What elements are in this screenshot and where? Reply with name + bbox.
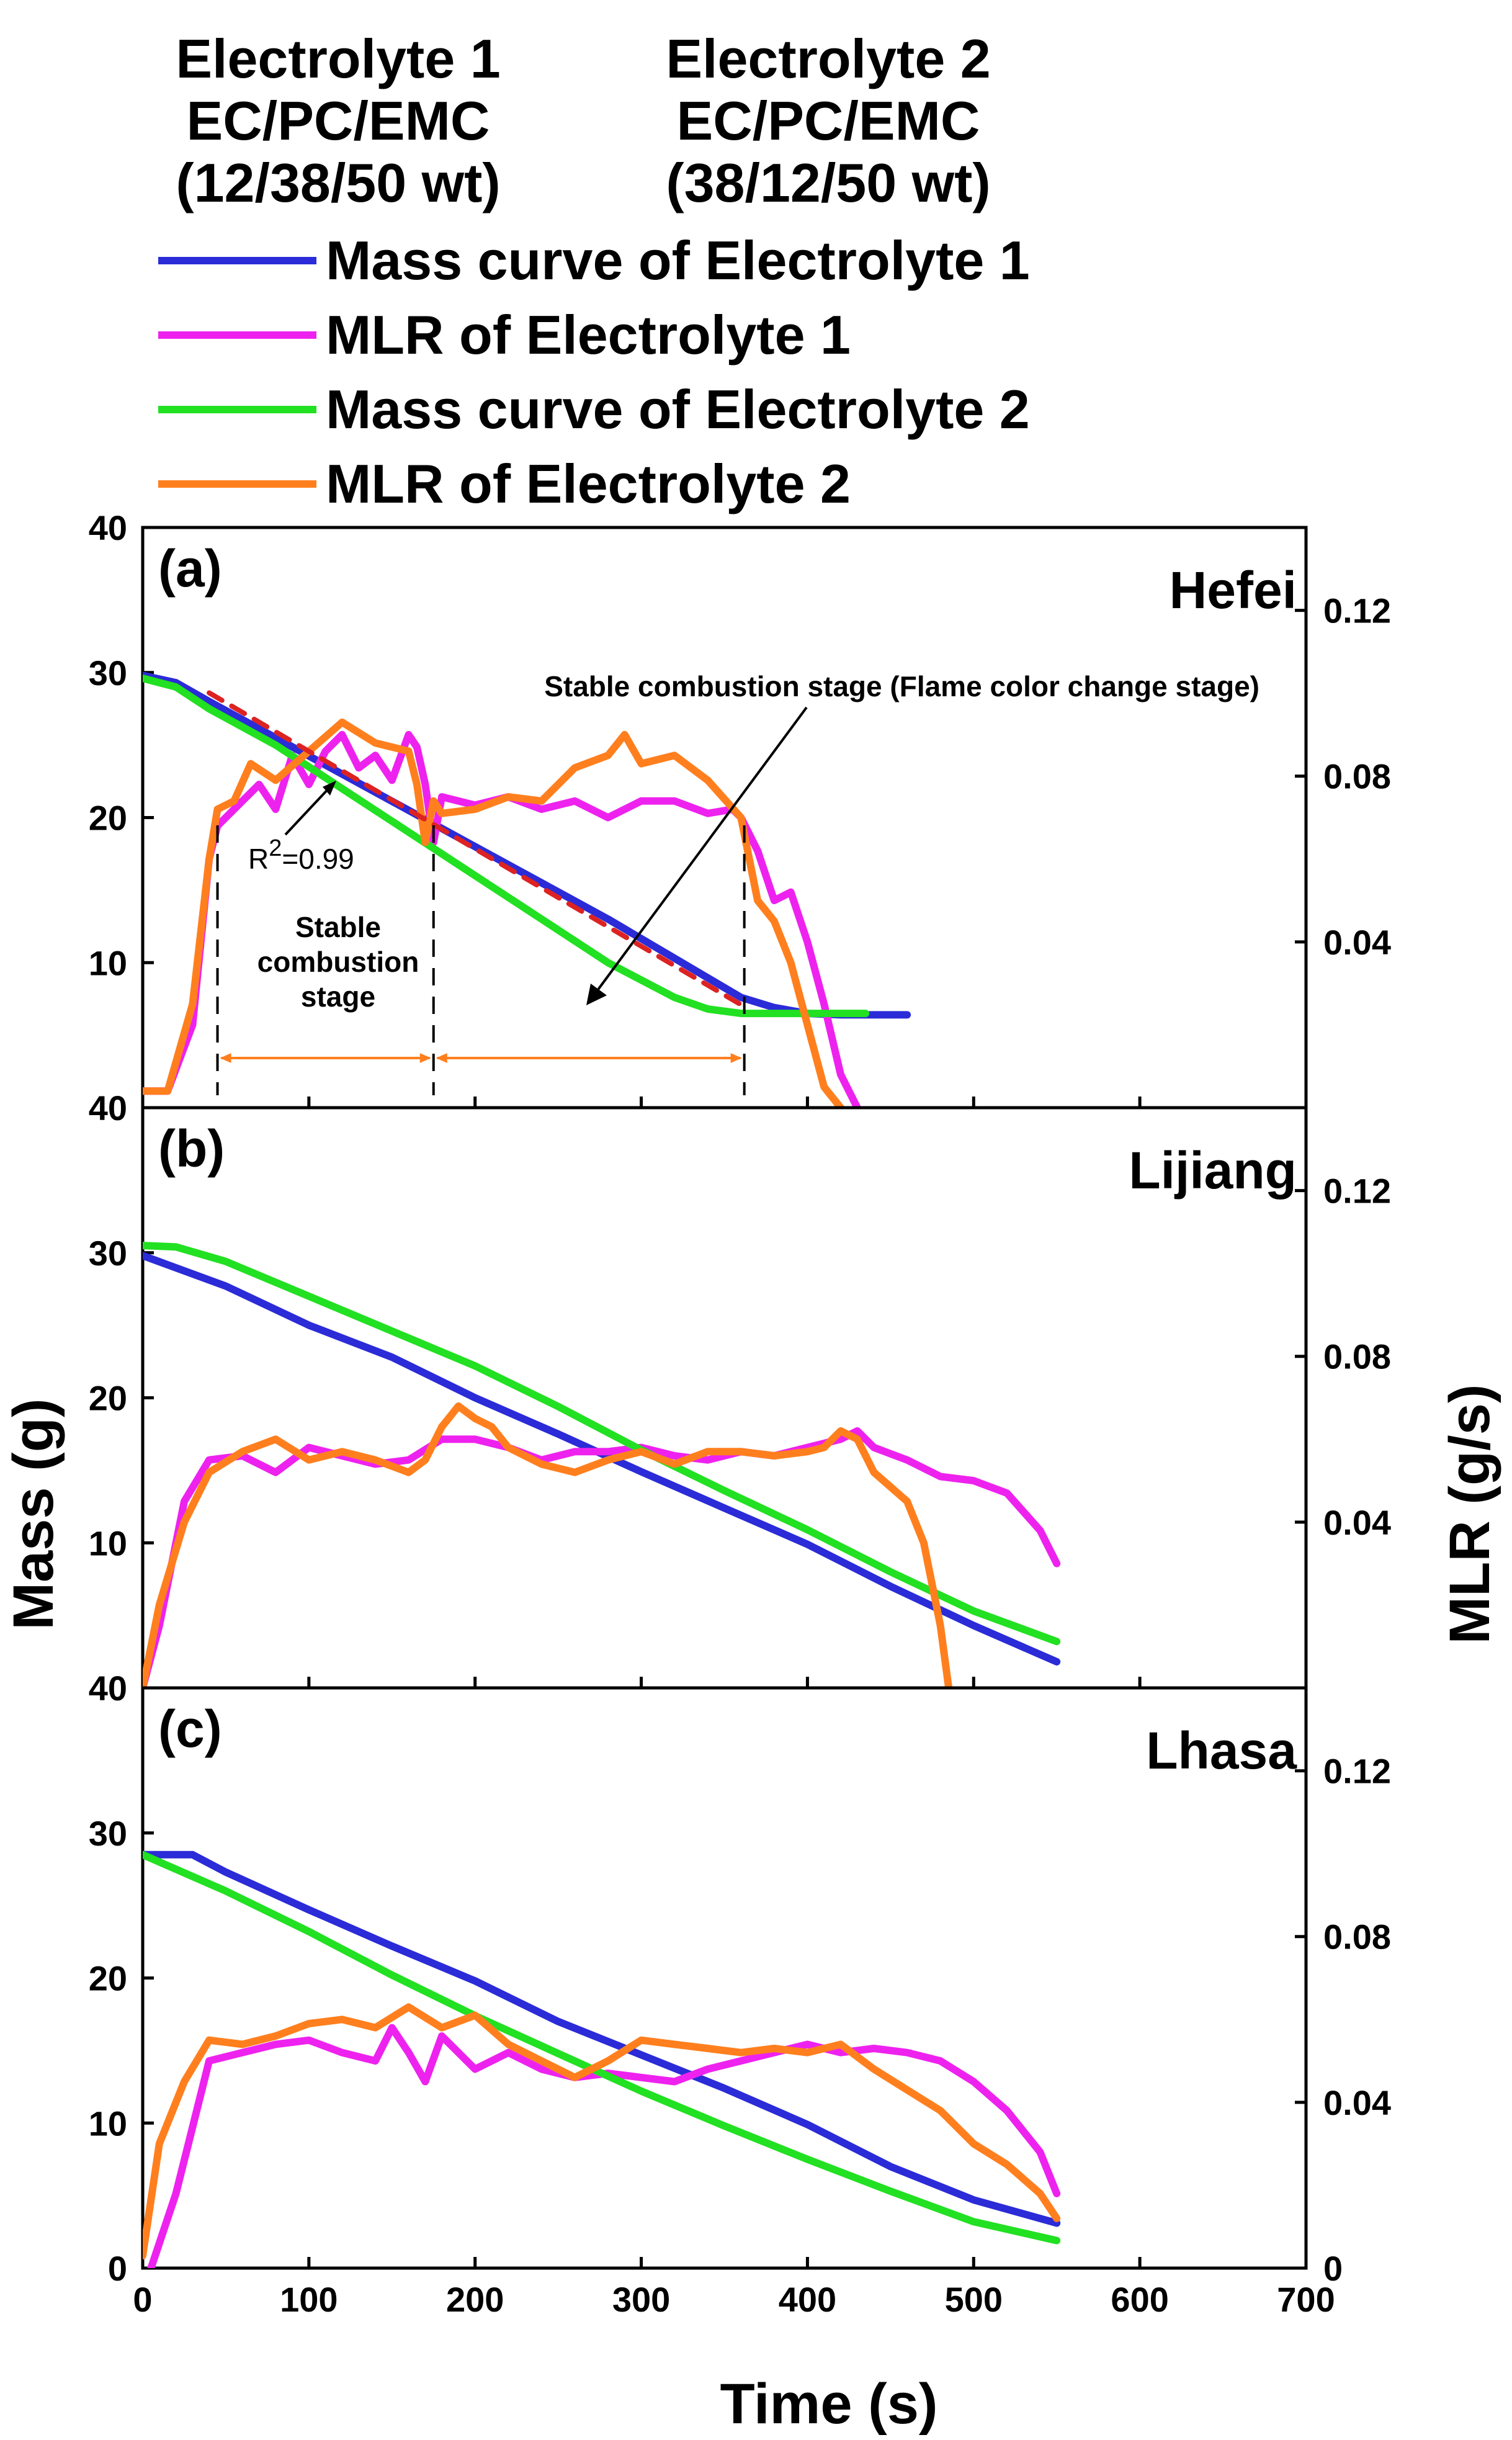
panel-location: Lijiang bbox=[1129, 1141, 1297, 1200]
y-left-tick-label: 20 bbox=[89, 799, 127, 838]
annotation-flame-stage: Stable combustion stage (Flame color cha… bbox=[544, 670, 1259, 702]
series-mlr-of-electrolyte-1 bbox=[143, 1427, 1061, 1688]
plot-frame bbox=[141, 1686, 1308, 2270]
series-mass-curve-of-electrolyte-1 bbox=[143, 1252, 1061, 1666]
y-left-tick-label: 20 bbox=[89, 1959, 127, 1998]
series-mlr-of-electrolyte-1 bbox=[143, 730, 861, 1108]
x-tick-label: 200 bbox=[446, 2280, 504, 2319]
panel-a-annotations: Stable combustion stage (Flame color cha… bbox=[248, 670, 1259, 1013]
annotation-r2: R2=0.99 bbox=[248, 835, 354, 875]
y-axis-label-left: Mass (g) bbox=[2, 1398, 65, 1630]
e1-name: Electrolyte 1 bbox=[176, 28, 500, 89]
panel-label: (a) bbox=[158, 539, 222, 598]
panel-location: Lhasa bbox=[1146, 1721, 1297, 1780]
legend: Mass curve of Electrolyte 1 MLR of Elect… bbox=[158, 230, 1030, 514]
e2-solvent: EC/PC/EMC bbox=[677, 90, 980, 151]
e1-ratio: (12/38/50 wt) bbox=[176, 152, 500, 213]
y-left-tick-label: 20 bbox=[89, 1379, 127, 1418]
y-right-tick-label: 0.04 bbox=[1323, 2083, 1391, 2122]
x-tick-label: 400 bbox=[779, 2280, 836, 2319]
y-left-tick-label: 10 bbox=[89, 943, 127, 982]
legend-label-mlr-e1: MLR of Electrolyte 1 bbox=[326, 304, 851, 366]
y-right-tick-label: 0.12 bbox=[1323, 1172, 1391, 1211]
panel-a: 10 20 30 40 0.04 0.08 0.12 (a) Hefei bbox=[89, 508, 1391, 1110]
y-right-tick-label: 0.08 bbox=[1323, 1337, 1391, 1376]
y-right-tick-label: 0.08 bbox=[1323, 757, 1391, 796]
y-left-tick-label: 30 bbox=[89, 1814, 127, 1853]
x-tick-label: 700 bbox=[1277, 2280, 1335, 2319]
annotation-arrow bbox=[594, 706, 808, 994]
series-mass-curve-of-electrolyte-2 bbox=[143, 675, 870, 1018]
annotation-stable-1: Stable bbox=[295, 911, 381, 943]
legend-label-mlr-e2: MLR of Electrolyte 2 bbox=[326, 453, 851, 514]
y-left-tick-label: 40 bbox=[89, 508, 127, 547]
y-left-tick-label: 40 bbox=[89, 1088, 127, 1128]
x-tick-label: 600 bbox=[1111, 2280, 1168, 2319]
legend-label-mass-e2: Mass curve of Electrolyte 2 bbox=[326, 379, 1030, 440]
series-group bbox=[143, 1242, 1061, 1688]
panel-location: Hefei bbox=[1170, 561, 1297, 619]
y-right-tick-label: 0.12 bbox=[1323, 591, 1391, 630]
x-tick-label: 100 bbox=[280, 2280, 338, 2319]
legend-label-mass-e1: Mass curve of Electrolyte 1 bbox=[326, 230, 1030, 291]
series-mass-curve-of-electrolyte-1 bbox=[143, 1850, 1061, 2227]
series-group bbox=[143, 1850, 1061, 2268]
e2-ratio: (38/12/50 wt) bbox=[666, 152, 990, 213]
series-mass-curve-of-electrolyte-2 bbox=[143, 1850, 1061, 2245]
panel-b: 10 20 30 40 0.04 0.08 0.12 (b) Lijiang bbox=[89, 1088, 1391, 1690]
y-left-tick-label: 0 bbox=[108, 2249, 127, 2288]
panel-label: (c) bbox=[158, 1700, 222, 1758]
x-tick-label: 300 bbox=[612, 2280, 670, 2319]
y-right-tick-label: 0.04 bbox=[1323, 1503, 1391, 1542]
y-right-tick-label: 0.04 bbox=[1323, 923, 1391, 962]
stage-span-arrowhead bbox=[220, 1053, 231, 1063]
annotation-stable-2: combustion bbox=[257, 946, 419, 978]
y-left-tick-label: 30 bbox=[89, 653, 127, 693]
r2-prefix: R bbox=[248, 843, 269, 875]
y-right-tick-label: 0.08 bbox=[1323, 1917, 1391, 1957]
series-group bbox=[143, 671, 911, 1108]
r2-value: =0.99 bbox=[282, 843, 354, 875]
x-tick-label: 500 bbox=[945, 2280, 1003, 2319]
stage-span-arrowhead bbox=[436, 1053, 447, 1063]
x-tick-label: 0 bbox=[133, 2280, 152, 2319]
panel-label: (b) bbox=[158, 1119, 225, 1178]
series-linear-fit bbox=[207, 690, 744, 1007]
y-axis-label-right: MLR (g/s) bbox=[1438, 1384, 1501, 1644]
annotation-stable-3: stage bbox=[301, 980, 375, 1013]
annotation-arrowhead bbox=[586, 984, 607, 1005]
series-mlr-of-electrolyte-2 bbox=[143, 1402, 953, 1688]
header: Electrolyte 1 EC/PC/EMC (12/38/50 wt) El… bbox=[176, 28, 990, 213]
y-right-tick-label: 0 bbox=[1323, 2249, 1343, 2288]
e1-solvent: EC/PC/EMC bbox=[187, 90, 490, 151]
y-left-tick-label: 10 bbox=[89, 1523, 127, 1563]
e2-name: Electrolyte 2 bbox=[666, 28, 990, 89]
series-mlr-of-electrolyte-2 bbox=[143, 2003, 1061, 2259]
x-axis-label: Time (s) bbox=[720, 2372, 937, 2436]
series-mlr-of-electrolyte-2 bbox=[143, 718, 844, 1108]
r2-arrowhead bbox=[323, 781, 336, 796]
stage-span-arrowhead bbox=[419, 1053, 431, 1063]
series-mass-curve-of-electrolyte-2 bbox=[143, 1242, 1061, 1646]
y-left-tick-label: 30 bbox=[89, 1234, 127, 1273]
y-right-tick-label: 0.12 bbox=[1323, 1752, 1391, 1791]
r2-arrow bbox=[284, 784, 333, 836]
y-left-tick-label: 10 bbox=[89, 2104, 127, 2143]
y-left-tick-label: 40 bbox=[89, 1669, 127, 1708]
r2-sup: 2 bbox=[269, 835, 282, 861]
stage-span-arrowhead bbox=[730, 1053, 742, 1063]
